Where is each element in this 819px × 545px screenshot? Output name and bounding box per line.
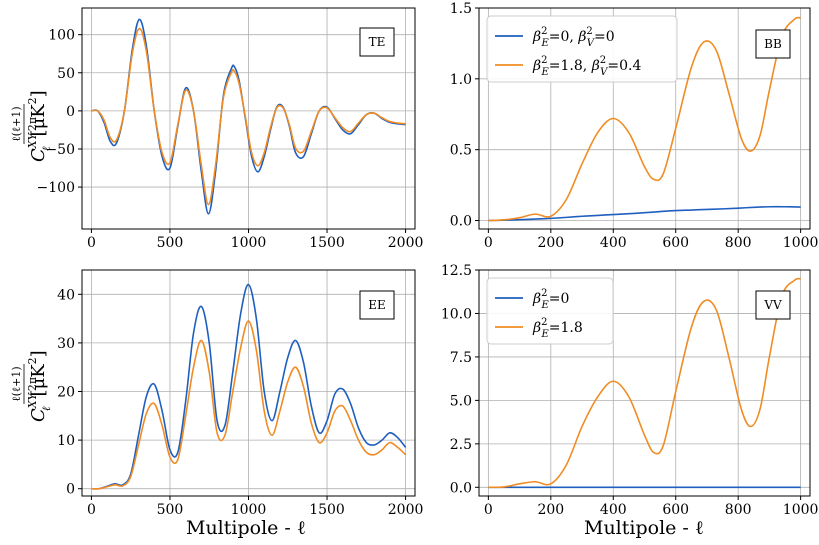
panel-tag-label: EE (368, 298, 386, 312)
series-orange-line (488, 16, 801, 222)
legend-box (486, 15, 678, 83)
panel-tag-label: TE (369, 35, 386, 49)
xlabel-left: Multipole - ℓ (186, 517, 306, 539)
y-tick-label: 0.0 (450, 214, 472, 230)
ylabel-c-super: XY (26, 131, 39, 149)
legend-entry-label: β2 E=0 (532, 288, 569, 311)
x-tick-label: 0 (87, 502, 96, 518)
legend-entry-label: β2 E=0, β2 V=0 (532, 26, 615, 49)
ylabel-top: ℓ(ℓ+1) 2π (10, 104, 39, 144)
panel-bb: 0 200 400 600 800 1000 0.0 0.5 1.0 1.5 BB β2 E=0, β2… (450, 1, 819, 251)
ylabel-top-c: CXYℓ [μK2] (26, 90, 53, 162)
panel-tag-box (755, 290, 791, 320)
x-tick-label: 2000 (388, 235, 424, 251)
panel-ee: 0 500 1000 1500 2000 0 10 20 30 40 EE (57, 269, 424, 518)
x-tick-label: 400 (600, 235, 627, 251)
ylabel-bottom: ℓ(ℓ+1) 2π (10, 364, 39, 404)
panel-tag-box (359, 290, 395, 320)
ylabel-c: C (28, 148, 49, 162)
ylabel-units-close: ] (28, 90, 49, 97)
x-tick-label: 0 (484, 502, 493, 518)
xlabel-right: Multipole - ℓ (584, 517, 704, 539)
x-tick-label: 1500 (309, 235, 345, 251)
x-tick-label: 1000 (231, 502, 267, 518)
x-tick-label: 1000 (231, 235, 267, 251)
ylabel-frac-num-2: ℓ(ℓ+1) (10, 366, 23, 401)
y-tick-label: 0 (66, 104, 75, 120)
ylabel-units-sq-2: 2 (26, 357, 39, 364)
ylabel-frac-num: ℓ(ℓ+1) (10, 106, 23, 141)
series-orange-line (91, 320, 407, 490)
y-tick-label: 1.0 (450, 72, 472, 88)
y-tick-label: 0.0 (450, 480, 472, 496)
y-tick-label: 0 (66, 482, 75, 498)
panel-tag-label: BB (764, 37, 782, 51)
x-tick-label: 200 (537, 502, 564, 518)
x-tick-label: 500 (157, 235, 184, 251)
svg-text:CXYℓ[μK2]: CXYℓ [μK2] (26, 90, 53, 162)
series-blue-line (91, 283, 407, 490)
y-tick-label: 1.5 (450, 1, 472, 17)
y-tick-label: 50 (57, 66, 75, 82)
x-tick-label: 800 (725, 235, 752, 251)
x-tick-label: 600 (662, 502, 689, 518)
y-tick-label: 7.5 (450, 350, 472, 366)
y-tick-label: 0.5 (450, 143, 472, 159)
ylabel-bottom-c: CXYℓ [μK2] (26, 350, 53, 422)
x-tick-label: 0 (484, 235, 493, 251)
y-tick-label: 20 (57, 385, 75, 401)
series-blue-line (488, 205, 801, 222)
y-tick-label: 2.5 (450, 437, 472, 453)
plot-frame (478, 7, 811, 230)
ylabel-units-2: [μK (28, 364, 49, 397)
ylabel-c-sub-2: ℓ (40, 406, 53, 411)
x-tick-label: 400 (600, 502, 627, 518)
panel-vv: 0 200 400 600 800 1000 0.0 2.5 5.0 7.5 10.0 12.5 VV β… (441, 263, 819, 518)
y-tick-label: 30 (57, 336, 75, 352)
panel-tag-box (755, 29, 791, 59)
legend-entry-label: β2 E=1.8, β2 V=0.4 (532, 55, 641, 78)
y-tick-label: −100 (37, 180, 75, 196)
legend-entry-label: β2 E=1.8 (532, 317, 583, 340)
ylabel-units: [μK (28, 104, 49, 137)
ylabel-units-sq: 2 (26, 97, 39, 104)
y-tick-label: 12.5 (441, 263, 472, 279)
panel-tag-box (359, 27, 395, 57)
y-tick-label: 10.0 (441, 306, 472, 322)
x-tick-label: 1500 (309, 502, 345, 518)
x-tick-label: 1000 (783, 502, 819, 518)
y-tick-label: 5.0 (450, 393, 472, 409)
x-tick-label: 500 (157, 502, 184, 518)
ylabel-frac-den-2: 2π (26, 377, 39, 391)
y-tick-label: −50 (45, 142, 75, 158)
panel-tag-label: VV (763, 298, 782, 312)
y-tick-label: 10 (57, 433, 75, 449)
y-tick-label: 100 (48, 28, 75, 44)
legend: β2 E=0, β2 V=0 β2 E=1.8, β2 V=0.4 (486, 15, 678, 83)
x-tick-label: 0 (87, 235, 96, 251)
ylabel-units-close-2: ] (28, 350, 49, 357)
plot-frame (478, 269, 811, 497)
svg-text:CXYℓ[μK2]: CXYℓ [μK2] (26, 350, 53, 422)
legend: β2 E=0 β2 E=1.8 (486, 277, 614, 345)
ylabel-c-sub: ℓ (40, 146, 53, 151)
ylabel-c-super-2: XY (26, 391, 39, 409)
series-orange-line (91, 27, 406, 206)
x-tick-label: 1000 (783, 235, 819, 251)
x-tick-label: 800 (725, 502, 752, 518)
x-tick-label: 2000 (388, 502, 424, 518)
series-orange-line (488, 277, 801, 489)
y-tick-label: 40 (57, 287, 75, 303)
x-tick-label: 200 (537, 235, 564, 251)
ylabel-frac-den: 2π (26, 117, 39, 131)
ylabel-c-2: C (28, 408, 49, 422)
x-tick-label: 600 (662, 235, 689, 251)
